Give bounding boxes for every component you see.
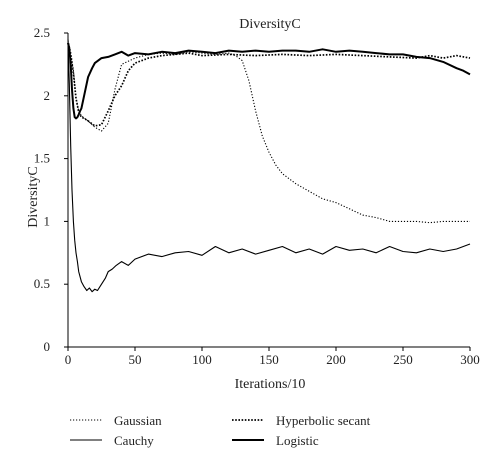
chart-title: DiversityC <box>239 17 300 32</box>
y-tick-label: 2.5 <box>34 25 50 40</box>
series-line-cauchy <box>67 39 471 293</box>
plot-area <box>67 39 471 293</box>
series-line-hyperbolic-secant <box>67 42 471 127</box>
legend-label: Gaussian <box>114 413 162 428</box>
y-tick-label: 1.5 <box>34 151 50 166</box>
y-tick-label: 0.5 <box>34 276 50 291</box>
legend-label: Logistic <box>276 433 319 448</box>
series-line-gaussian <box>67 40 470 224</box>
legend-label: Cauchy <box>114 433 154 448</box>
y-axis-title: DiversityC <box>26 166 41 227</box>
y-tick-label: 1 <box>44 213 51 228</box>
x-tick-label: 250 <box>393 352 413 367</box>
legend-label: Hyperbolic secant <box>276 413 371 428</box>
y-tick-label: 2 <box>44 88 51 103</box>
legend: Gaussian Cauchy Hyperbolic secant Logistic <box>70 413 371 448</box>
x-tick-label: 200 <box>326 352 346 367</box>
y-tick-label: 0 <box>44 339 51 354</box>
x-tick-label: 0 <box>65 352 72 367</box>
x-tick-label: 50 <box>129 352 142 367</box>
x-tick-label: 150 <box>259 352 279 367</box>
x-tick-label: 100 <box>192 352 212 367</box>
x-tick-label: 300 <box>460 352 480 367</box>
x-axis-title: Iterations/10 <box>235 377 306 392</box>
series-line-logistic <box>67 42 471 120</box>
axes: 0 50 100 150 200 250 300 0 0.5 1 1.5 2 2.5 <box>34 25 480 367</box>
